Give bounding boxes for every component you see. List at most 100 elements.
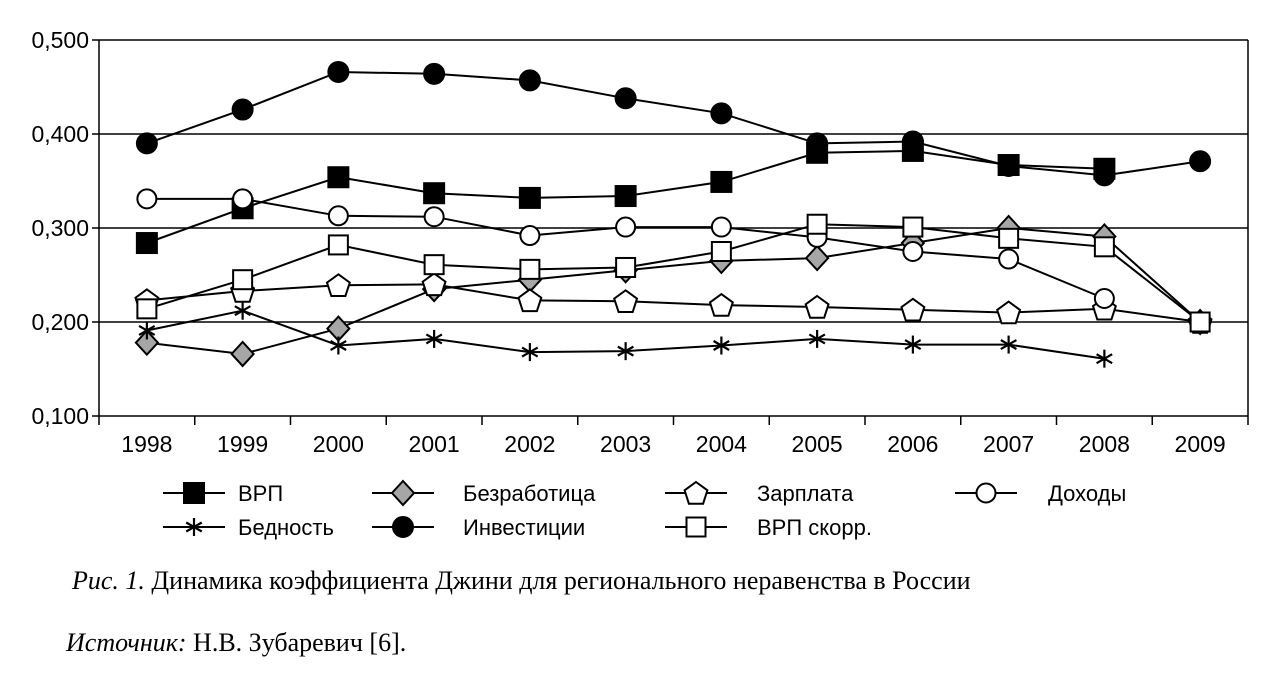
legend-item: Бедность	[163, 515, 334, 540]
series-3-point	[902, 241, 924, 262]
x-tick-label: 2003	[600, 431, 651, 457]
series-1-point	[134, 329, 160, 357]
legend-item: Зарплата	[665, 480, 854, 506]
series-5-point	[518, 69, 541, 92]
series-6-point	[1189, 311, 1211, 333]
series-3-point	[423, 206, 445, 228]
x-tick-label: 2001	[409, 431, 460, 457]
series-5-point	[1189, 150, 1212, 173]
gridlines	[99, 39, 1248, 323]
legend-marker	[185, 518, 203, 536]
series-3-point	[136, 188, 158, 210]
series-4-point	[1096, 349, 1113, 368]
series-4-point	[1000, 335, 1017, 354]
series-4-point	[234, 301, 251, 320]
series-4-point	[713, 336, 730, 355]
legend-marker	[685, 516, 707, 538]
series-4-point	[617, 342, 634, 361]
series-6-point	[806, 213, 828, 235]
series-4-point	[904, 335, 922, 354]
y-tick-label: 0,200	[31, 309, 89, 335]
series-0-point	[614, 185, 637, 208]
series-6-point	[710, 241, 732, 262]
series-5-point	[135, 132, 158, 155]
series-3-point	[1093, 288, 1115, 309]
series-5-line	[146, 70, 1201, 177]
series-6-point	[327, 234, 349, 256]
series-5-point	[901, 130, 924, 153]
series-1-line	[146, 226, 1201, 356]
series-2-point	[996, 300, 1022, 325]
series-6-point	[998, 227, 1020, 249]
legend-item: ВРП	[163, 481, 283, 506]
series-6-point	[423, 254, 445, 276]
series-6-line	[146, 223, 1201, 323]
legend-marker	[183, 482, 205, 504]
y-tick-label: 0,500	[31, 27, 89, 53]
series-5-point	[231, 98, 254, 121]
legend-marker	[392, 516, 414, 538]
source-label: Источник:	[66, 628, 187, 657]
series-0-point	[327, 166, 350, 189]
series-2-point	[900, 297, 926, 322]
legend-item: Безработица	[372, 479, 596, 507]
y-tick-label: 0,300	[31, 215, 89, 241]
legend-marker	[390, 479, 416, 507]
series-4-point	[330, 336, 347, 355]
series-0-point	[710, 170, 733, 193]
legend-label: ВРП скорр.	[757, 515, 872, 540]
legend: ВРП Безработица Зарплата Доходы Бедность Инве…	[163, 479, 1126, 540]
series-2-point	[517, 288, 543, 313]
series-3-point	[232, 188, 254, 210]
legend-item: Инвестиции	[372, 515, 585, 540]
series-markers	[134, 60, 1213, 368]
series-5-point	[327, 60, 350, 83]
series-3-point	[327, 205, 349, 227]
legend-marker	[683, 480, 709, 505]
series-3-point	[615, 216, 637, 238]
y-tick-label: 0,100	[31, 403, 89, 429]
legend-label: Зарплата	[757, 481, 854, 506]
series-2-line	[146, 283, 1201, 323]
series-2-point	[708, 292, 734, 317]
x-tick-label: 2006	[887, 431, 938, 457]
gini-line-chart: 0,100 0,200 0,300 0,400 0,500 1998 1999 2000 20…	[31, 27, 1249, 540]
y-tick-label: 0,400	[31, 121, 89, 147]
series-5-point	[1093, 164, 1116, 187]
x-tick-label: 2000	[313, 431, 364, 457]
x-tick-label: 2007	[983, 431, 1034, 457]
series-1-point	[804, 244, 830, 272]
legend-item: ВРП скорр.	[665, 515, 872, 540]
series-6-point	[519, 258, 541, 280]
series-2-point	[421, 272, 447, 297]
series-6-point	[902, 216, 924, 238]
series-3-point	[519, 225, 541, 247]
x-tick-label: 2002	[504, 431, 555, 457]
source-text: Н.В. Зубаревич [6].	[186, 628, 407, 657]
figure-caption: Рис. 1. Динамика коэффициента Джини для …	[72, 566, 971, 596]
y-axis-ticks: 0,100 0,200 0,300 0,400 0,500	[31, 27, 99, 429]
caption-text: Динамика коэффициента Джини для регионал…	[144, 566, 971, 595]
series-5-point	[710, 102, 733, 125]
figure-source: Источник: Н.В. Зубаревич [6].	[66, 628, 406, 658]
x-tick-label: 2009	[1175, 431, 1226, 457]
series-6-point	[232, 269, 254, 291]
legend-label: Безработица	[463, 481, 596, 506]
series-5-point	[614, 87, 637, 110]
series-4-point	[521, 343, 539, 362]
legend-label: Бедность	[238, 515, 334, 540]
x-tick-label: 2005	[792, 431, 843, 457]
series-5-point	[997, 154, 1020, 177]
legend-item: Доходы	[955, 481, 1126, 506]
series-lines	[146, 70, 1201, 360]
series-6-point	[615, 256, 637, 278]
caption-label: Рис. 1.	[72, 566, 145, 595]
x-tick-label: 1998	[121, 431, 172, 457]
legend-marker	[975, 482, 997, 504]
series-0-point	[423, 182, 446, 205]
legend-label: ВРП	[238, 481, 283, 506]
x-tick-label: 2004	[696, 431, 747, 457]
legend-label: Инвестиции	[463, 515, 585, 540]
x-tick-label: 2008	[1079, 431, 1130, 457]
series-4-point	[425, 329, 443, 348]
